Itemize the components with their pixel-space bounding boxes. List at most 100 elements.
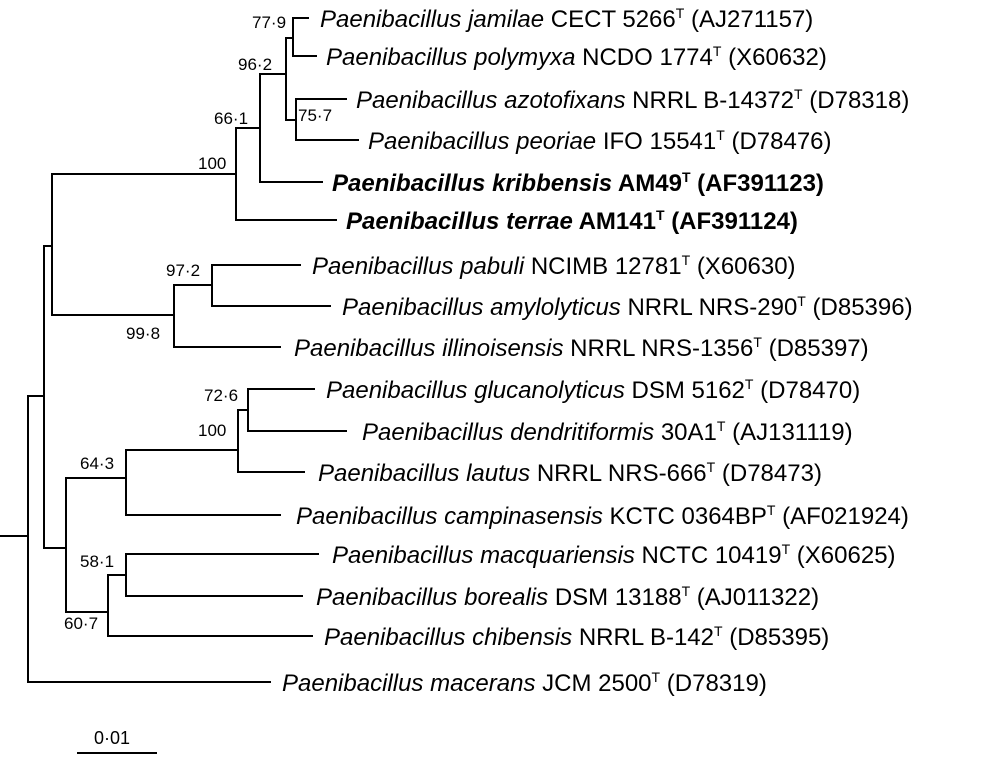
tree-branches <box>0 17 359 754</box>
taxon-genus: Paenibacillus <box>282 670 423 697</box>
taxon-species: terrae <box>506 208 573 235</box>
taxon-label: Paenibacillus amylolyticus NRRL NRS-290T… <box>342 293 913 321</box>
taxon-accession: (D78319) <box>667 670 767 697</box>
taxon-accession: (AF391123) <box>697 170 824 197</box>
taxon-species: pabuli <box>459 253 525 280</box>
bootstrap-value: 64·3 <box>80 454 114 473</box>
taxon-strain: NRRL NRS-290 <box>627 294 797 321</box>
taxon-accession: (X60625) <box>797 542 896 569</box>
type-strain-mark: T <box>682 583 691 599</box>
taxon-strain: DSM 5162 <box>632 377 745 404</box>
taxon-label: Paenibacillus macerans JCM 2500T (D78319… <box>282 669 767 697</box>
taxon-accession: (D78470) <box>760 377 860 404</box>
taxon-strain: NCTC 10419 <box>642 542 782 569</box>
taxon-genus: Paenibacillus <box>342 294 483 321</box>
taxon-label: Paenibacillus macquariensis NCTC 10419T … <box>332 541 896 569</box>
taxon-strain: NRRL NRS-666 <box>537 460 707 487</box>
taxon-label: Paenibacillus jamilae CECT 5266T (AJ2711… <box>320 5 813 33</box>
taxon-accession: (X60632) <box>728 44 827 71</box>
taxon-strain: NRRL B-142 <box>579 624 714 651</box>
bootstrap-value: 75·7 <box>298 106 332 125</box>
type-strain-mark: T <box>676 5 685 21</box>
taxon-strain: JCM 2500 <box>542 670 651 697</box>
taxon-label: Paenibacillus peoriae IFO 15541T (D78476… <box>368 127 832 155</box>
taxon-species: amylolyticus <box>490 294 621 321</box>
taxon-strain: 30A1 <box>661 419 717 446</box>
taxon-species: dendritiformis <box>510 419 654 446</box>
taxon-species: glucanolyticus <box>474 377 625 404</box>
type-strain-mark: T <box>782 541 791 557</box>
taxon-genus: Paenibacillus <box>320 6 461 33</box>
bootstrap-value: 96·2 <box>238 55 272 74</box>
bootstrap-value: 66·1 <box>214 109 248 128</box>
taxon-label: Paenibacillus lautus NRRL NRS-666T (D784… <box>318 459 822 487</box>
taxon-accession: (D78318) <box>809 87 909 114</box>
taxon-accession: (AF391124) <box>671 208 798 235</box>
taxon-species: borealis <box>464 584 548 611</box>
taxon-label: Paenibacillus glucanolyticus DSM 5162T (… <box>326 376 860 404</box>
type-strain-mark: T <box>767 502 776 518</box>
type-strain-mark: T <box>717 418 726 434</box>
bootstrap-value: 72·6 <box>204 386 238 405</box>
taxon-label: Paenibacillus azotofixans NRRL B-14372T … <box>356 86 909 114</box>
type-strain-mark: T <box>794 86 803 102</box>
taxon-accession: (AF021924) <box>782 503 909 530</box>
taxon-species: chibensis <box>472 624 572 651</box>
taxon-genus: Paenibacillus <box>312 253 453 280</box>
type-strain-mark: T <box>682 252 691 268</box>
type-strain-mark: T <box>713 43 722 59</box>
taxon-genus: Paenibacillus <box>326 44 467 71</box>
taxon-species: illinoisensis <box>442 335 563 362</box>
taxon-genus: Paenibacillus <box>316 584 457 611</box>
taxon-accession: (AJ131119) <box>732 419 853 446</box>
type-strain-mark: T <box>652 669 661 685</box>
taxon-genus: Paenibacillus <box>362 419 503 446</box>
taxon-genus: Paenibacillus <box>318 460 459 487</box>
taxon-labels: Paenibacillus jamilae CECT 5266T (AJ2711… <box>282 5 913 697</box>
type-strain-mark: T <box>745 376 754 392</box>
bootstrap-values: 77·9 96·2 75·7 66·1 100 97·2 99·8 72·6 1… <box>64 13 332 633</box>
bootstrap-value: 60·7 <box>64 614 98 633</box>
taxon-species: macerans <box>430 670 535 697</box>
taxon-genus: Paenibacillus <box>332 542 473 569</box>
taxon-accession: (D85395) <box>729 624 829 651</box>
bootstrap-value: 100 <box>198 421 226 440</box>
type-strain-mark: T <box>682 169 691 185</box>
type-strain-mark: T <box>707 459 716 475</box>
taxon-genus: Paenibacillus <box>296 503 437 530</box>
taxon-genus: Paenibacillus <box>326 377 467 404</box>
taxon-species: macquariensis <box>480 542 635 569</box>
taxon-accession: (D78473) <box>722 460 822 487</box>
taxon-strain: DSM 13188 <box>555 584 682 611</box>
taxon-strain: AM141 <box>579 208 656 235</box>
taxon-strain: KCTC 0364BP <box>610 503 767 530</box>
taxon-label: Paenibacillus dendritiformis 30A1T (AJ13… <box>362 418 853 446</box>
taxon-species: campinasensis <box>444 503 603 530</box>
taxon-strain: AM49 <box>618 170 682 197</box>
taxon-accession: (X60630) <box>697 253 796 280</box>
taxon-label: Paenibacillus polymyxa NCDO 1774T (X6063… <box>326 43 827 71</box>
taxon-accession: (AJ271157) <box>691 6 813 33</box>
taxon-genus: Paenibacillus <box>368 128 509 155</box>
scale-bar-label: 0·01 <box>94 728 130 748</box>
taxon-genus: Paenibacillus <box>324 624 465 651</box>
type-strain-mark: T <box>716 127 725 143</box>
taxon-species: peoriae <box>515 128 596 155</box>
taxon-accession: (AJ011322) <box>697 584 819 611</box>
taxon-label: Paenibacillus kribbensis AM49T (AF391123… <box>332 169 824 197</box>
taxon-strain: NCDO 1774 <box>582 44 713 71</box>
bootstrap-value: 97·2 <box>166 261 200 280</box>
taxon-label: Paenibacillus terrae AM141T (AF391124) <box>346 207 798 235</box>
taxon-strain: NRRL B-14372 <box>632 87 794 114</box>
taxon-species: jamilae <box>465 6 544 33</box>
taxon-label: Paenibacillus chibensis NRRL B-142T (D85… <box>324 623 829 651</box>
taxon-accession: (D85397) <box>769 335 869 362</box>
taxon-species: azotofixans <box>504 87 625 114</box>
taxon-label: Paenibacillus borealis DSM 13188T (AJ011… <box>316 583 819 611</box>
taxon-species: lautus <box>466 460 530 487</box>
taxon-genus: Paenibacillus <box>294 335 435 362</box>
type-strain-mark: T <box>656 207 665 223</box>
taxon-strain: IFO 15541 <box>603 128 716 155</box>
bootstrap-value: 99·8 <box>126 324 160 343</box>
